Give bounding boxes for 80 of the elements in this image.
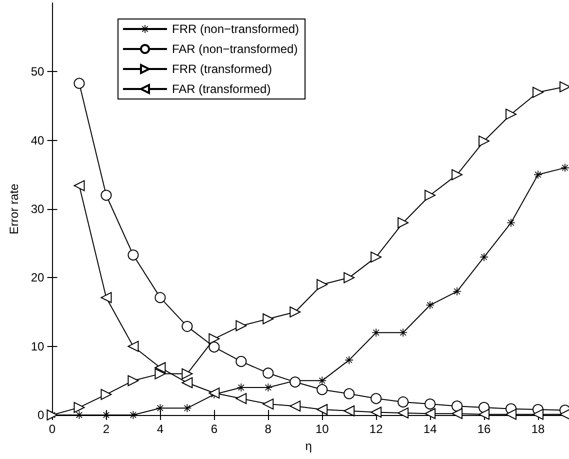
y-tick-label: 20	[30, 270, 45, 285]
point	[100, 292, 112, 304]
point	[100, 388, 112, 400]
point	[452, 400, 463, 412]
point	[236, 393, 247, 404]
point	[182, 320, 193, 332]
point	[74, 78, 85, 89]
point	[154, 368, 166, 380]
x-tick-label: 6	[210, 422, 218, 436]
point	[478, 136, 490, 147]
x-tick-label: 16	[477, 422, 492, 436]
point	[424, 190, 436, 201]
y-tick-label: 50	[30, 64, 45, 79]
point	[236, 320, 247, 332]
y-axis-title: Error rate	[7, 183, 21, 234]
x-tick-label: 2	[102, 422, 110, 436]
point	[290, 306, 301, 318]
point	[424, 398, 436, 410]
x-tick-label: 12	[369, 422, 384, 436]
point	[316, 279, 328, 290]
point	[182, 368, 193, 380]
x-tick-label: 8	[264, 422, 272, 436]
x-tick-label: 10	[315, 422, 330, 436]
x-tick-label: 18	[531, 422, 546, 436]
point	[262, 313, 274, 324]
point	[370, 393, 382, 404]
point	[316, 404, 328, 416]
point	[128, 250, 139, 261]
x-tick-label: 0	[48, 422, 56, 436]
point	[506, 108, 517, 120]
point	[398, 396, 409, 408]
point	[154, 292, 166, 304]
point	[344, 272, 355, 284]
point	[372, 328, 380, 337]
point	[345, 356, 354, 364]
y-tick-label: 30	[30, 202, 45, 216]
point	[208, 342, 220, 353]
point	[506, 408, 517, 420]
point	[478, 408, 490, 420]
point	[426, 301, 434, 310]
y-tick-label: 40	[30, 133, 45, 148]
point	[182, 377, 193, 388]
point	[100, 190, 112, 201]
point	[74, 402, 85, 413]
point	[208, 333, 220, 344]
point	[370, 252, 382, 263]
point	[154, 362, 166, 374]
point	[208, 388, 220, 399]
point	[128, 375, 139, 386]
y-tick-label: 0	[38, 408, 45, 422]
point	[344, 405, 355, 416]
point	[532, 408, 544, 420]
point	[236, 356, 247, 367]
point	[452, 169, 463, 180]
point	[398, 407, 409, 418]
legend-label: FRR (non−transformed)	[172, 22, 300, 36]
point	[290, 400, 301, 412]
legend-label: FRR (transformed)	[172, 62, 272, 76]
point	[424, 408, 436, 420]
point	[480, 253, 488, 262]
point	[344, 388, 355, 400]
point	[453, 287, 462, 296]
y-tick-label: 10	[30, 339, 45, 354]
x-tick-label: 14	[423, 422, 438, 436]
legend-label: FAR (transformed)	[172, 82, 271, 96]
point	[532, 86, 544, 98]
point	[262, 398, 274, 410]
point	[452, 408, 463, 420]
point	[128, 340, 139, 352]
point	[262, 368, 274, 379]
point	[74, 180, 85, 192]
point	[370, 406, 382, 418]
point	[316, 384, 328, 396]
x-tick-label: 4	[156, 422, 164, 436]
legend-label: FAR (non−transformed)	[172, 42, 298, 56]
point	[290, 376, 301, 388]
point	[398, 217, 409, 228]
x-axis-title: η	[305, 438, 312, 453]
point	[399, 328, 408, 337]
point	[264, 384, 272, 392]
